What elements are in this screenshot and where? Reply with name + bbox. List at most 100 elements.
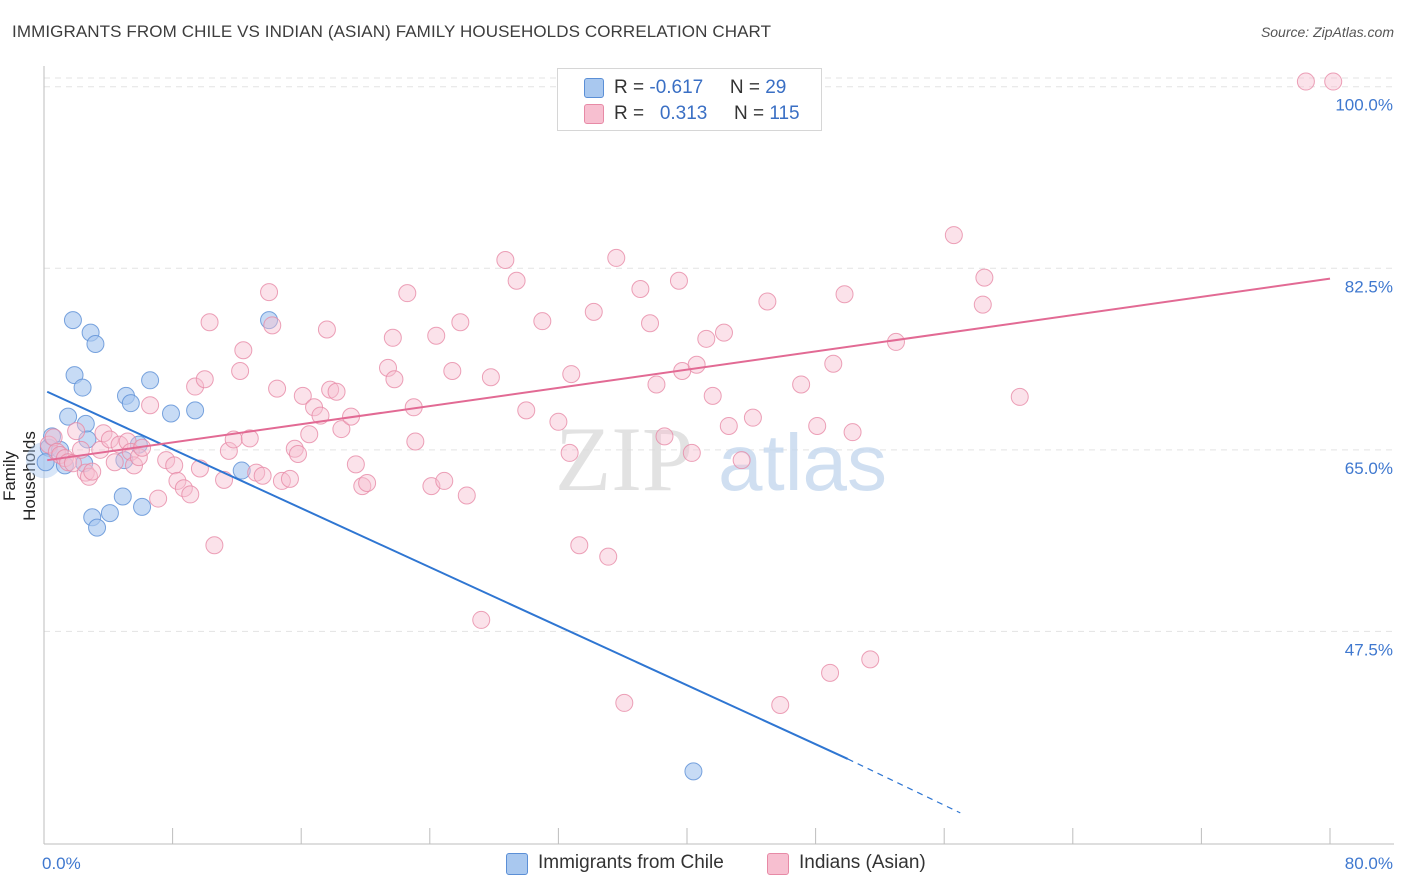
point-chile xyxy=(113,487,132,506)
point-indian xyxy=(321,380,340,399)
point-indian xyxy=(743,408,762,427)
trend-lines xyxy=(46,277,1331,814)
point-indian xyxy=(181,485,200,504)
point-chile xyxy=(141,371,160,390)
point-chile xyxy=(73,378,92,397)
point-indian xyxy=(507,271,526,290)
point-indian xyxy=(886,332,905,351)
point-indian xyxy=(843,423,862,442)
point-chile xyxy=(232,461,251,480)
point-indian xyxy=(451,313,470,332)
point-indian xyxy=(1010,387,1029,406)
point-indian xyxy=(288,444,307,463)
point-indian xyxy=(687,355,706,374)
point-indian xyxy=(165,456,184,475)
point-chile xyxy=(161,404,180,423)
point-indian xyxy=(631,280,650,299)
point-indian xyxy=(83,462,102,481)
point-indian xyxy=(732,451,751,470)
point-indian xyxy=(311,406,330,425)
chart-source: Source: ZipAtlas.com xyxy=(1260,24,1394,40)
point-indian xyxy=(215,470,234,489)
point-indian xyxy=(1296,72,1315,91)
point-indian xyxy=(63,454,82,473)
point-indian xyxy=(280,469,299,488)
point-indian xyxy=(263,316,282,335)
point-indian xyxy=(719,416,738,435)
point-indian xyxy=(80,467,99,486)
point-indian xyxy=(379,358,398,377)
point-indian xyxy=(234,341,253,360)
y-tick-label: 65.0% xyxy=(1345,459,1393,478)
point-chile xyxy=(260,311,279,330)
point-indian xyxy=(472,610,491,629)
stats-r-label: R = xyxy=(614,77,650,98)
point-indian xyxy=(100,430,119,449)
point-chile xyxy=(186,401,205,420)
point-indian xyxy=(669,271,688,290)
stats-n-value: 29 xyxy=(765,77,787,98)
point-indian xyxy=(697,329,716,348)
point-indian xyxy=(285,439,304,458)
point-chile xyxy=(86,335,105,354)
point-indian xyxy=(168,471,187,490)
point-indian xyxy=(647,375,666,394)
stats-n-value: 115 xyxy=(769,103,800,124)
point-indian xyxy=(293,386,312,405)
trend-line-indian xyxy=(47,277,1331,462)
point-indian xyxy=(406,432,425,451)
point-chile xyxy=(59,407,78,426)
point-indian xyxy=(835,285,854,304)
x-tick-label: 0.0% xyxy=(42,854,81,873)
point-indian xyxy=(353,477,372,496)
point-chile xyxy=(684,762,703,781)
point-indian xyxy=(260,283,279,302)
point-indian xyxy=(385,370,404,389)
point-chile xyxy=(88,518,107,537)
point-indian xyxy=(599,547,618,566)
stats-legend-swatch-indian xyxy=(584,104,604,124)
point-indian xyxy=(195,370,214,389)
legend-label-indian: Indians (Asian) xyxy=(799,852,926,873)
point-indian xyxy=(496,250,515,269)
stats-legend-swatch-chile xyxy=(584,78,604,98)
point-chile xyxy=(133,497,152,516)
point-chile xyxy=(121,394,140,413)
point-indian xyxy=(973,295,992,314)
series-chile-points xyxy=(26,311,703,781)
y-tick-label: 82.5% xyxy=(1345,277,1393,296)
point-indian xyxy=(141,396,160,415)
point-indian xyxy=(481,368,500,387)
legend-label-chile: Immigrants from Chile xyxy=(538,852,724,873)
point-indian xyxy=(584,302,603,321)
point-indian xyxy=(44,428,63,447)
point-indian xyxy=(808,416,827,435)
point-indian xyxy=(703,386,722,405)
point-indian xyxy=(105,453,124,472)
point-indian xyxy=(219,441,238,460)
point-indian xyxy=(562,365,581,384)
point-indian xyxy=(125,456,144,475)
point-indian xyxy=(607,248,626,267)
point-indian xyxy=(205,536,224,555)
point-indian xyxy=(714,323,733,342)
point-indian xyxy=(975,268,994,287)
point-indian xyxy=(327,382,346,401)
point-indian xyxy=(771,695,790,714)
point-indian xyxy=(300,425,319,444)
x-tick-label: 80.0% xyxy=(1345,854,1393,873)
stats-n-label: N = xyxy=(729,77,766,98)
stats-r-value: -0.617 xyxy=(649,77,704,98)
legend-swatch-chile xyxy=(506,853,528,875)
y-tick-label: 47.5% xyxy=(1345,640,1393,659)
point-indian xyxy=(570,536,589,555)
point-indian xyxy=(317,320,336,339)
point-indian xyxy=(533,312,552,331)
point-indian xyxy=(792,375,811,394)
point-chile xyxy=(36,453,55,472)
point-indian xyxy=(560,443,579,462)
point-indian xyxy=(615,693,634,712)
stats-r-label: R = xyxy=(614,103,650,124)
point-indian xyxy=(149,489,168,508)
